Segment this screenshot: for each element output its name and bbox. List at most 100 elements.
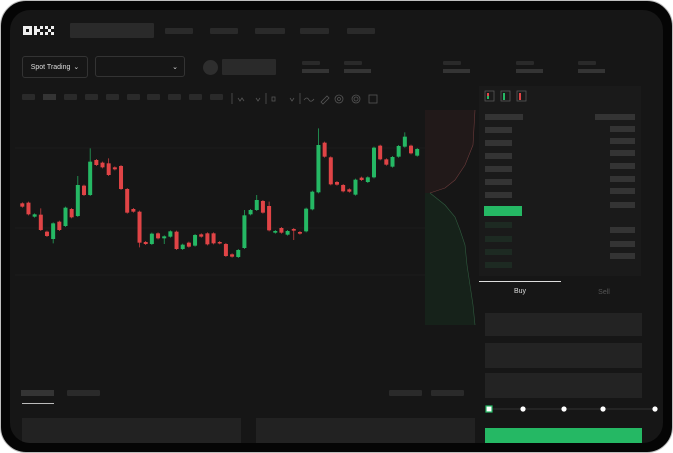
- candle: [131, 208, 136, 213]
- candle: [322, 141, 327, 158]
- spot-trading-button[interactable]: Spot Trading ⌄: [22, 56, 88, 78]
- candle-body: [125, 189, 130, 213]
- indicator-icon: [237, 97, 245, 102]
- candle-body: [304, 208, 309, 232]
- candle: [415, 148, 420, 157]
- candle: [365, 176, 370, 183]
- buy-button[interactable]: [485, 428, 642, 443]
- candle: [279, 227, 284, 234]
- filter-button[interactable]: [389, 390, 422, 396]
- ask-price: [485, 153, 512, 159]
- nav-item[interactable]: [300, 28, 329, 34]
- settings-icon: [351, 94, 361, 104]
- candle-body: [260, 201, 265, 213]
- candle: [199, 233, 204, 238]
- candle: [297, 231, 302, 235]
- candle-body: [38, 214, 43, 230]
- candle: [205, 232, 210, 246]
- tab-order-history[interactable]: [67, 390, 100, 396]
- candle: [44, 230, 49, 237]
- ask-amount: [610, 163, 635, 169]
- orderbook-view-toggles[interactable]: [484, 90, 534, 104]
- candlestick-chart[interactable]: [10, 10, 430, 310]
- nav-item[interactable]: [210, 28, 238, 34]
- timeframe-button[interactable]: [22, 94, 35, 100]
- candle: [267, 201, 272, 232]
- bid-price: [485, 236, 512, 242]
- stat-value: [344, 69, 371, 73]
- candle: [174, 230, 179, 250]
- candle: [402, 132, 407, 148]
- line-tool-icon: [303, 97, 315, 102]
- timeframe-button[interactable]: [189, 94, 203, 100]
- candle-body: [402, 136, 407, 147]
- fullscreen-icon: [368, 94, 378, 104]
- candle-body: [63, 207, 68, 226]
- candle-body: [94, 160, 99, 165]
- candle: [156, 232, 161, 240]
- bid-amount: [610, 241, 635, 247]
- orders-panel: [22, 418, 241, 443]
- candle-body: [20, 203, 25, 207]
- nav-item[interactable]: [255, 28, 285, 34]
- total-input[interactable]: [485, 373, 642, 398]
- timeframe-button[interactable]: [210, 94, 224, 100]
- ask-amount: [610, 188, 635, 194]
- candle-body: [396, 146, 401, 157]
- candle-body: [168, 231, 173, 237]
- orderbook-both-icon: [484, 90, 495, 102]
- candle-body: [390, 157, 395, 167]
- candle-body: [334, 182, 339, 185]
- slider-handle: [485, 405, 493, 413]
- candle: [82, 184, 86, 196]
- filter-button[interactable]: [431, 390, 464, 396]
- candle-body: [205, 233, 210, 245]
- amount-input[interactable]: [485, 343, 642, 368]
- candle-body: [51, 223, 56, 239]
- amount-slider[interactable]: [484, 403, 663, 415]
- candle: [211, 232, 216, 245]
- candle-body: [211, 233, 216, 244]
- candle: [119, 165, 124, 190]
- search-placeholder[interactable]: [70, 23, 154, 38]
- candle-body: [82, 185, 86, 195]
- timeframe-button[interactable]: [147, 94, 161, 100]
- candle: [32, 213, 37, 218]
- nav-item[interactable]: [165, 28, 193, 34]
- candle-body: [75, 185, 80, 216]
- tab-sell[interactable]: Sell: [598, 289, 610, 296]
- okx-logo[interactable]: [23, 24, 63, 38]
- candle: [328, 156, 333, 186]
- pair-dropdown[interactable]: ⌄: [95, 56, 185, 77]
- timeframe-button[interactable]: [168, 94, 182, 100]
- timeframe-button[interactable]: [84, 94, 98, 100]
- ask-amount: [610, 176, 635, 182]
- candle-body: [149, 233, 154, 244]
- candle: [162, 235, 167, 244]
- candle: [371, 146, 376, 179]
- chevron-down-icon: [255, 97, 261, 102]
- timeframe-button[interactable]: [105, 94, 119, 100]
- trading-screen: Spot Trading ⌄ ⌄: [10, 10, 663, 443]
- price-input[interactable]: [485, 313, 642, 336]
- candle-body: [248, 210, 253, 215]
- depth-chart: [425, 109, 476, 326]
- candle-body: [236, 250, 241, 257]
- chart-tools: [231, 93, 378, 105]
- bid-price: [485, 249, 512, 255]
- candle: [242, 210, 247, 249]
- candle-body: [371, 147, 376, 178]
- candle-body: [409, 145, 414, 154]
- assets-panel: [256, 418, 475, 443]
- candle: [254, 195, 259, 211]
- candle-body: [384, 159, 389, 165]
- timeframe-button[interactable]: [63, 94, 77, 100]
- candle-body: [174, 231, 179, 249]
- nav-item[interactable]: [347, 28, 375, 34]
- timeframe-button[interactable]: [126, 94, 140, 100]
- candle: [390, 156, 395, 168]
- tab-open-orders[interactable]: [21, 390, 54, 396]
- stat-label: [578, 61, 596, 65]
- timeframe-button[interactable]: [42, 94, 56, 100]
- tab-buy[interactable]: Buy: [513, 288, 527, 295]
